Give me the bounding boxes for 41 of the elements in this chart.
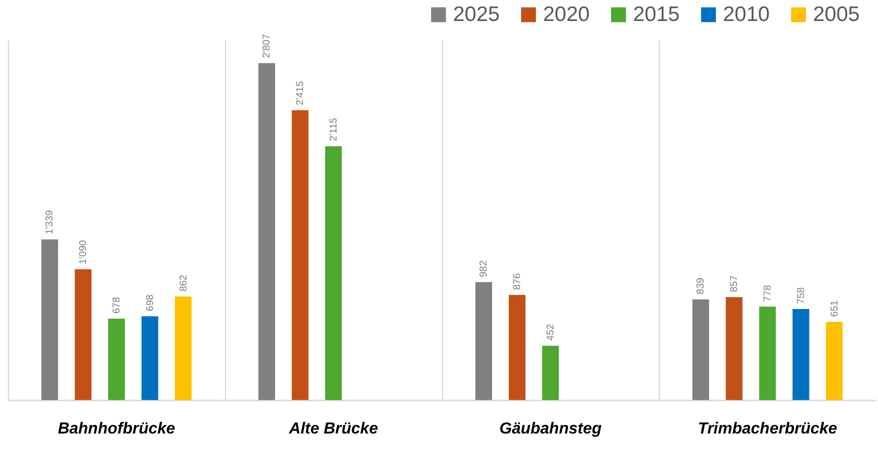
data-label: 982 — [478, 260, 490, 278]
data-label: 876 — [512, 272, 524, 290]
bar — [41, 239, 58, 400]
bar — [792, 309, 810, 400]
bar — [759, 306, 776, 400]
legend-label: 2005 — [813, 2, 860, 26]
data-label: 2'415 — [295, 80, 306, 106]
bar — [108, 318, 125, 400]
bar — [142, 316, 158, 400]
bar — [74, 269, 92, 400]
data-label: 857 — [729, 275, 740, 292]
bar — [508, 294, 526, 400]
data-label: 839 — [696, 277, 707, 294]
bar — [292, 110, 308, 400]
bar — [258, 63, 276, 400]
legend-label: 2015 — [633, 2, 680, 26]
bar — [325, 146, 342, 400]
data-label: 778 — [762, 284, 774, 302]
legend-label: 2025 — [453, 2, 500, 26]
bar — [542, 346, 559, 400]
legend-label: 2020 — [543, 2, 590, 26]
bar — [826, 322, 843, 400]
data-label: 2'807 — [262, 34, 273, 58]
x-tick-label: Trimbacherbrücke — [698, 420, 838, 438]
x-tick-label: Alte Brücke — [288, 420, 378, 438]
data-label: 678 — [112, 296, 122, 314]
x-tick-label: Gäubahnsteg — [499, 420, 602, 438]
bar — [692, 299, 710, 400]
legend-label: 2010 — [723, 2, 770, 26]
bar — [475, 282, 492, 400]
data-label: 1'090 — [78, 240, 90, 264]
data-label: 452 — [546, 324, 556, 341]
data-label: 758 — [796, 286, 807, 304]
data-label: 651 — [829, 300, 840, 317]
x-tick-label: Bahnhofbrücke — [58, 420, 176, 438]
data-label: 2'115 — [328, 117, 340, 142]
data-label: 1'339 — [44, 210, 56, 234]
bar — [174, 296, 192, 400]
bar — [726, 297, 742, 400]
data-label: 862 — [178, 274, 190, 292]
data-label: 698 — [144, 294, 156, 312]
